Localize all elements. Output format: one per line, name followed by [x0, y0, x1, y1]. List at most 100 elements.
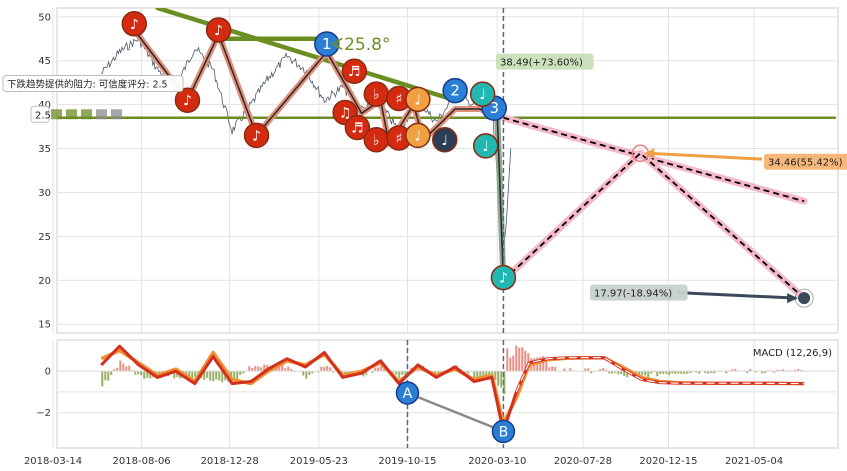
macd-histogram-bar: [479, 371, 482, 378]
macd-histogram-bar: [467, 371, 470, 374]
macd-histogram-bar: [233, 371, 236, 380]
x-tick-label: 2019-05-23: [290, 456, 348, 467]
macd-histogram-bar: [140, 371, 143, 376]
macd-histogram-bar: [128, 365, 131, 372]
macd-histogram-bar: [686, 371, 689, 374]
pattern-marker-label: ♪: [130, 17, 139, 33]
macd-histogram-bar: [284, 368, 287, 372]
annotation-box: [764, 153, 847, 170]
pattern-marker-label: ♯: [396, 131, 403, 147]
macd-histogram-bar: [134, 371, 137, 375]
annotation-box: [590, 284, 688, 301]
macd-histogram-bar: [275, 368, 278, 372]
macd-histogram-bar: [551, 366, 554, 372]
macd-histogram-bar: [116, 367, 119, 372]
macd-histogram-bar: [254, 365, 257, 372]
macd-histogram-bar: [248, 366, 251, 372]
macd-histogram-bar: [542, 356, 545, 372]
macd-histogram-bar: [404, 371, 407, 375]
macd-title: MACD (12,26,9): [753, 348, 832, 359]
projection-trend-dashed: [503, 116, 805, 203]
pattern-marker-label: ♭: [373, 133, 380, 149]
pattern-marker-label: ♪: [252, 128, 261, 144]
macd-histogram-bar: [647, 371, 650, 378]
macd-histogram-bar: [464, 371, 467, 373]
macd-histogram-bar: [518, 347, 521, 372]
macd-histogram-bar: [782, 369, 785, 372]
annotation-label: 下跌趋势提供的阻力: 可信度评分: 2.5: [7, 79, 168, 91]
macd-histogram-bar: [437, 371, 440, 374]
price-panel-frame: [56, 7, 839, 334]
macd-histogram-bar: [209, 371, 212, 381]
arrow-peak: [648, 151, 763, 161]
macd-histogram-bar: [773, 371, 776, 373]
rating-icon: [96, 109, 107, 120]
annotation-label: 34.46(55.42%): [768, 158, 843, 169]
projection-dashed: [502, 152, 805, 299]
pattern-marker: [432, 127, 458, 153]
macd-plot-area: [57, 340, 838, 448]
macd-histogram-bar: [503, 371, 506, 395]
macd-histogram-bar: [779, 370, 782, 372]
divergence-marker-label: A: [403, 386, 413, 402]
macd-histogram-bar: [614, 371, 617, 373]
macd-histogram-bar: [590, 371, 593, 374]
macd-histogram-bar: [212, 371, 215, 382]
macd-histogram-bar: [497, 371, 500, 386]
x-tick-label: 2021-05-04: [725, 456, 783, 467]
pattern-marker: [205, 17, 232, 43]
macd-histogram-bar: [563, 368, 566, 372]
macd-histogram-bar: [749, 369, 752, 372]
rating-icon: [81, 109, 92, 120]
macd-histogram-bar: [302, 371, 305, 376]
macd-histogram-bar: [122, 363, 125, 372]
macd-histogram-bar: [107, 371, 110, 381]
macd-histogram-bar: [704, 371, 707, 374]
macd-histogram-bar: [731, 369, 734, 372]
divergence-marker-label: B: [499, 424, 509, 440]
pattern-marker-label: ♩: [479, 87, 486, 103]
macd-histogram-bar: [656, 371, 659, 377]
macd-histogram-bar: [119, 360, 122, 372]
macd-histogram-bar: [725, 371, 728, 374]
macd-histogram-bar: [104, 371, 107, 381]
pattern-marker-label: ♬: [348, 64, 361, 80]
macd-histogram-bar: [401, 371, 404, 375]
x-tick-label: 2018-03-14: [24, 456, 82, 467]
macd-histogram-bar: [764, 371, 767, 374]
price-y-tick-label: 25: [38, 232, 51, 243]
macd-histogram-bar: [641, 371, 644, 376]
macd-histogram-bar: [545, 357, 548, 372]
macd-histogram-bar: [101, 371, 104, 387]
pattern-marker-label: ♭: [373, 87, 380, 103]
annotation-label: 17.97(-18.94%): [594, 289, 672, 300]
price-y-tick-label: 15: [38, 320, 51, 331]
macd-histogram-bar: [242, 371, 245, 374]
macd-histogram-bar: [698, 371, 701, 374]
x-tick-label: 2020-07-28: [554, 456, 612, 467]
pattern-marker: [314, 31, 340, 57]
rating-icon: [51, 109, 62, 120]
macd-histogram-bar: [173, 371, 176, 379]
x-tick-label: 2020-12-15: [639, 456, 697, 467]
macd-histogram-bar: [611, 371, 614, 374]
macd-histogram-bar: [398, 371, 401, 379]
macd-histogram-bar: [392, 371, 395, 373]
macd-histogram-bar: [215, 371, 218, 380]
pattern-marker: [344, 114, 371, 141]
macd-panel-frame: [56, 339, 839, 449]
macd-histogram-bar: [569, 368, 572, 372]
macd-histogram-bar: [761, 371, 764, 374]
macd-histogram-bar: [311, 371, 314, 374]
macd-histogram-bar: [494, 371, 497, 380]
macd-histogram-bar: [599, 368, 602, 372]
macd-histogram-bar: [620, 371, 623, 374]
macd-histogram-bar: [188, 371, 191, 378]
macd-histogram-bar: [500, 371, 503, 388]
macd-histogram-bar: [332, 371, 335, 373]
macd-y-tick-label: 0: [45, 367, 51, 378]
trendline: [155, 8, 458, 103]
macd-projection-dash: [515, 357, 805, 393]
macd-histogram-bar: [710, 371, 713, 374]
macd-histogram-bar: [587, 368, 590, 372]
